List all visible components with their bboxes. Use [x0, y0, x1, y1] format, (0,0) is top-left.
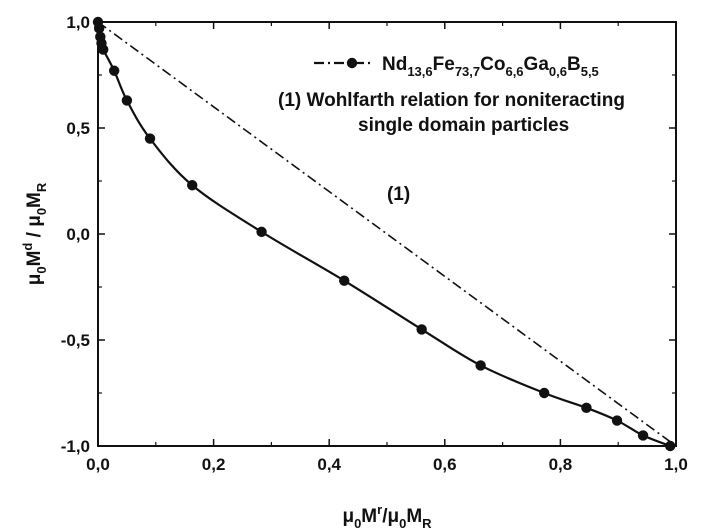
- data-point: [611, 415, 623, 426]
- data-point: [665, 440, 676, 452]
- x-tick-label: 1,0: [664, 455, 688, 474]
- data-markers: [92, 16, 676, 452]
- data-point: [121, 95, 133, 106]
- data-point: [475, 360, 486, 371]
- x-tick-label: 0,4: [317, 455, 341, 474]
- y-axis-label: μ0Md / μ0MR: [20, 182, 49, 285]
- data-point: [93, 23, 105, 34]
- x-tick-label: 0,6: [433, 455, 457, 474]
- annotation-label: (1): [387, 184, 410, 205]
- legend: Nd13,6Fe73,7Co6,6Ga0,6B5,5 (1) Wohlfarth …: [278, 54, 625, 136]
- y-tick-label: 0,0: [66, 225, 90, 244]
- data-point: [539, 387, 550, 399]
- axis-labels: (1) μ0Mr/μ0MR μ0Md / μ0MR: [20, 182, 432, 530]
- data-point: [416, 324, 427, 335]
- data-point: [637, 430, 649, 441]
- data-point: [108, 65, 120, 76]
- x-tick-label: 0,8: [549, 455, 573, 474]
- legend-reference-text-line2: single domain particles: [358, 115, 569, 136]
- data-point: [256, 226, 267, 238]
- x-tick-label: 0,0: [86, 455, 110, 474]
- y-tick-label: -0,5: [61, 331, 90, 350]
- x-axis-label: μ0Mr/μ0MR: [342, 502, 432, 530]
- y-tick-label: -1,0: [61, 437, 90, 456]
- wohlfarth-reference-line: [97, 21, 677, 447]
- y-tick-label: 1,0: [66, 13, 90, 32]
- legend-series-name: Nd13,6Fe73,7Co6,6Ga0,6B5,5: [382, 54, 599, 79]
- y-tick-label: 0,5: [66, 119, 90, 138]
- wohlfarth-line-layer: [97, 21, 677, 447]
- legend-reference-text-line1: (1) Wohlfarth relation for noniteracting: [278, 90, 625, 111]
- data-point: [339, 275, 350, 286]
- data-point: [144, 133, 156, 144]
- axis-ticks: 0,0 0,2 0,4 0,6 0,8 1,0 1,0 0,5 0,0 -0,5 -1,0: [61, 13, 688, 474]
- data-point: [98, 44, 109, 55]
- x-tick-label: 0,2: [202, 455, 226, 474]
- data-point: [187, 180, 198, 191]
- data-point: [581, 402, 592, 414]
- legend-marker: [346, 57, 358, 69]
